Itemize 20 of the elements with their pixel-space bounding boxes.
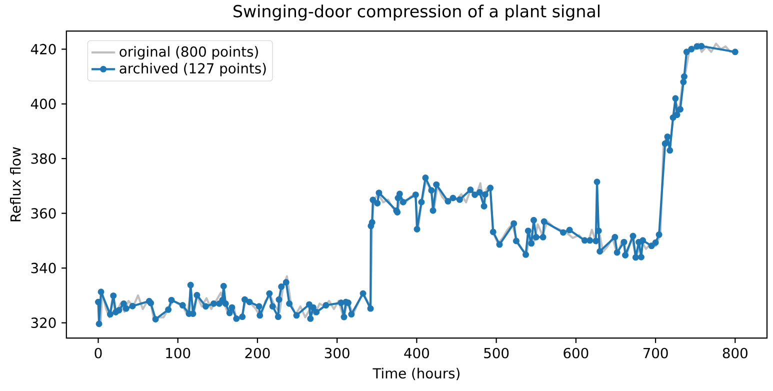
legend-label: archived (127 points): [120, 62, 266, 76]
x-tick-label: 300: [324, 348, 350, 358]
y-axis-title: Reflux flow: [10, 147, 21, 222]
y-tick-label: 420: [30, 44, 56, 54]
x-axis-title: Time (hours): [372, 368, 460, 380]
y-tick-label: 320: [31, 317, 56, 328]
y-tick-label: 340: [31, 262, 56, 274]
legend-label: original (800 points): [120, 46, 258, 60]
x-tick-label: 400: [404, 348, 429, 358]
x-tick-label: 700: [643, 348, 668, 358]
x-tick-label: 0: [94, 348, 102, 358]
y-tick-label: 360: [31, 208, 56, 219]
x-tick-label: 500: [484, 348, 509, 358]
x-tick-label: 600: [564, 348, 588, 358]
x-tick-label: 200: [245, 348, 270, 358]
x-tick-label: 100: [166, 348, 190, 358]
chart-title: Swinging-door compression of a plant signal: [234, 4, 600, 21]
y-tick-label: 380: [31, 153, 56, 164]
x-tick-label: 800: [722, 348, 748, 358]
y-tick-label: 400: [30, 98, 56, 110]
